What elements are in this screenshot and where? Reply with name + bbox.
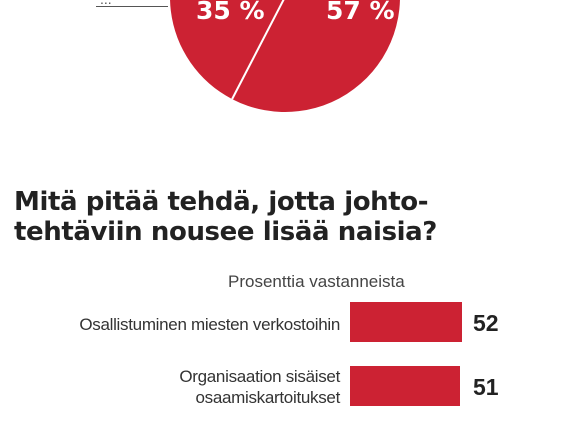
unit-label: Prosenttia vastanneista [228, 272, 405, 291]
pie-slice-35 [232, 0, 400, 112]
pie-legend-fragment: ... [100, 0, 112, 6]
chart-title: Mitä pitää tehdä, jotta johto- tehtäviin… [14, 187, 534, 247]
chart-title-line-2: tehtäviin nousee lisää naisia? [14, 217, 437, 247]
pie-label-57: 57 % [326, 0, 395, 25]
bar-2 [350, 366, 460, 406]
value-label-2: 51 [473, 374, 499, 400]
category-label-1: Osallistuminen miesten verkostoihin [79, 314, 340, 335]
pie-slice-57 [170, 0, 284, 100]
category-label-1-line-1: Osallistuminen miesten verkostoihin [79, 315, 340, 334]
pie-legend-leader-line [96, 6, 168, 7]
chart-title-line-1: Mitä pitää tehdä, jotta johto- [14, 187, 429, 217]
category-label-2-line-2: osaamiskartoitukset [195, 388, 340, 407]
pie-label-35: 35 % [196, 0, 265, 25]
bar-1 [350, 302, 462, 342]
value-label-1: 52 [473, 310, 499, 336]
pie-chart [170, 0, 400, 112]
category-label-2: Organisaation sisäiset osaamiskartoituks… [179, 366, 340, 408]
category-label-2-line-1: Organisaation sisäiset [179, 367, 340, 386]
pie-divider [231, 0, 285, 100]
